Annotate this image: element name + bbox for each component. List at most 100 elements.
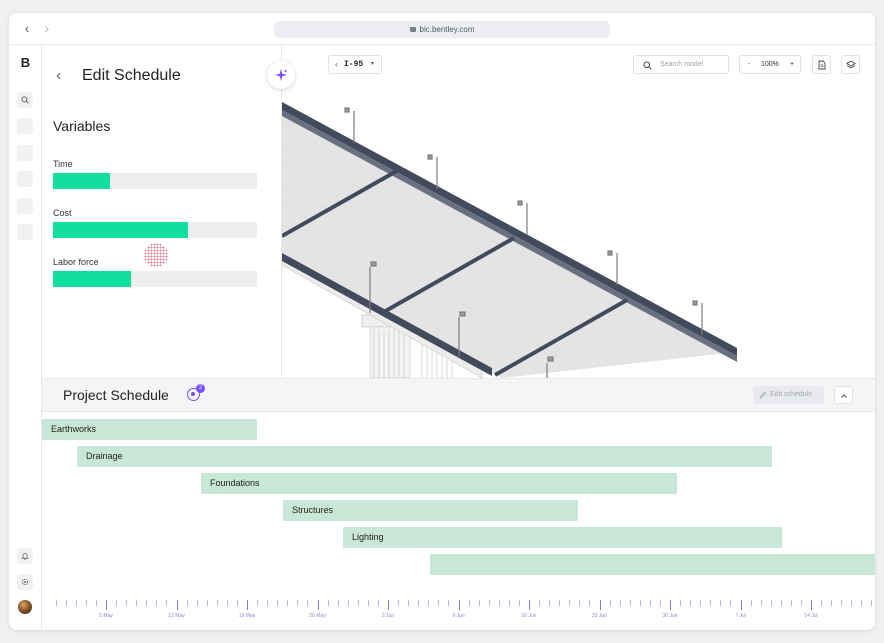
forward-arrow-icon[interactable]: › xyxy=(44,20,50,36)
nav-item-icon[interactable] xyxy=(17,118,33,134)
axis-minor-tick xyxy=(428,600,430,606)
axis-minor-tick xyxy=(579,600,581,606)
axis-minor-tick xyxy=(116,600,118,606)
axis-minor-tick xyxy=(569,600,571,606)
axis-minor-tick xyxy=(186,600,188,606)
axis-minor-tick xyxy=(216,600,218,606)
gantt-chart: Earthworks Drainage Foundations Structur… xyxy=(42,412,875,630)
axis-minor-tick xyxy=(649,600,651,606)
axis-minor-tick xyxy=(337,600,339,606)
zoom-in-button[interactable]: + xyxy=(790,61,795,68)
axis-date-label: 2 Jun xyxy=(381,613,395,619)
bridge-model[interactable] xyxy=(282,45,875,378)
axis-minor-tick xyxy=(508,600,510,606)
back-chevron-icon[interactable]: ‹ xyxy=(56,67,62,84)
zoom-out-button[interactable]: - xyxy=(748,61,751,68)
panel-title: Edit Schedule xyxy=(82,67,181,84)
search-icon[interactable] xyxy=(17,92,33,108)
layers-button[interactable] xyxy=(841,55,860,74)
gantt-bar-earthworks[interactable]: Earthworks xyxy=(42,419,257,440)
axis-minor-tick xyxy=(277,600,279,606)
axis-minor-tick xyxy=(690,600,692,606)
axis-minor-tick xyxy=(750,600,752,606)
variable-slider-cost[interactable] xyxy=(53,222,257,238)
document-button[interactable] xyxy=(812,55,831,74)
notification-badge: 2 xyxy=(196,384,205,393)
axis-minor-tick xyxy=(851,600,853,606)
axis-minor-tick xyxy=(307,600,309,606)
road-selector[interactable]: ‹ I-95 ▾ xyxy=(328,55,382,74)
gear-icon[interactable] xyxy=(17,574,33,590)
axis-minor-tick xyxy=(408,600,410,606)
collapse-button[interactable] xyxy=(834,386,853,404)
axis-major-tick xyxy=(670,600,671,610)
browser-bar: ‹ › bic.bentley.com xyxy=(9,13,875,45)
nav-item-icon[interactable] xyxy=(17,171,33,187)
axis-date-label: 23 Jun xyxy=(591,613,608,619)
pencil-icon xyxy=(759,391,767,399)
nav-item-icon[interactable] xyxy=(17,145,33,161)
gantt-bar-unlabeled[interactable] xyxy=(430,554,875,575)
variable-slider-labor-force[interactable] xyxy=(53,271,257,287)
search-model-input[interactable]: Search model xyxy=(633,55,729,74)
gantt-bar-foundations[interactable]: Foundations xyxy=(201,473,677,494)
axis-date-label: 14 Jul xyxy=(804,613,818,619)
gantt-bar-structures[interactable]: Structures xyxy=(283,500,578,521)
axis-minor-tick xyxy=(549,600,551,606)
gantt-bar-drainage[interactable]: Drainage xyxy=(77,446,772,467)
chevron-down-icon[interactable]: ▾ xyxy=(371,61,375,67)
target-icon[interactable] xyxy=(187,388,200,401)
axis-minor-tick xyxy=(146,600,148,606)
back-arrow-icon[interactable]: ‹ xyxy=(24,20,30,36)
edit-schedule-button[interactable]: Edit schedule xyxy=(753,386,824,404)
axis-date-label: 16 Jun xyxy=(521,613,537,619)
sparkle-icon xyxy=(275,69,288,81)
axis-minor-tick xyxy=(367,600,369,606)
axis-minor-tick xyxy=(871,600,873,606)
axis-minor-tick xyxy=(478,600,480,606)
variable-slider-time[interactable] xyxy=(53,173,257,189)
axis-major-tick xyxy=(740,600,742,610)
edit-schedule-panel: ‹ Edit Schedule Variables Time Cost Labo… xyxy=(42,45,282,378)
nav-item-icon[interactable] xyxy=(17,198,33,214)
variable-label-time: Time xyxy=(53,159,73,169)
ai-assistant-button[interactable] xyxy=(267,61,295,89)
axis-minor-tick xyxy=(297,600,299,606)
nav-item-icon[interactable] xyxy=(17,224,33,240)
address-bar[interactable]: bic.bentley.com xyxy=(274,21,610,38)
axis-minor-tick xyxy=(418,600,420,606)
gantt-bar-lighting[interactable]: Lighting xyxy=(343,527,782,548)
zoom-control[interactable]: - 100% + xyxy=(739,55,801,74)
bridge-frame xyxy=(282,102,737,356)
axis-minor-tick xyxy=(619,600,621,606)
app-logo[interactable]: B xyxy=(20,55,31,70)
axis-minor-tick xyxy=(126,600,128,606)
variables-heading: Variables xyxy=(53,118,111,134)
bell-icon[interactable] xyxy=(17,548,33,564)
axis-minor-tick xyxy=(518,600,520,606)
axis-minor-tick xyxy=(85,600,87,606)
axis-minor-tick xyxy=(287,600,289,606)
chevron-left-icon[interactable]: ‹ xyxy=(335,60,338,69)
bridge-cross-beams xyxy=(282,166,628,377)
axis-minor-tick xyxy=(267,600,269,606)
axis-minor-tick xyxy=(539,600,541,606)
axis-minor-tick xyxy=(166,600,168,606)
axis-minor-tick xyxy=(448,600,450,606)
axis-major-tick xyxy=(388,600,389,610)
url-text: bic.bentley.com xyxy=(419,25,475,34)
variable-label-labor-force: Labor force xyxy=(53,257,99,267)
document-icon xyxy=(818,60,826,70)
axis-date-label: 30 Jun xyxy=(662,613,678,619)
avatar[interactable] xyxy=(18,600,32,614)
model-viewport[interactable]: ‹ I-95 ▾ Search model - 100% + xyxy=(282,45,875,378)
axis-minor-tick xyxy=(589,600,591,606)
axis-major-tick xyxy=(247,600,248,610)
axis-minor-tick xyxy=(398,600,400,606)
axis-minor-tick xyxy=(760,600,762,606)
axis-minor-tick xyxy=(156,600,158,606)
chevron-up-icon xyxy=(841,394,847,398)
axis-minor-tick xyxy=(730,600,732,606)
variable-label-cost: Cost xyxy=(53,208,72,218)
cursor-hover-dots xyxy=(144,243,168,267)
